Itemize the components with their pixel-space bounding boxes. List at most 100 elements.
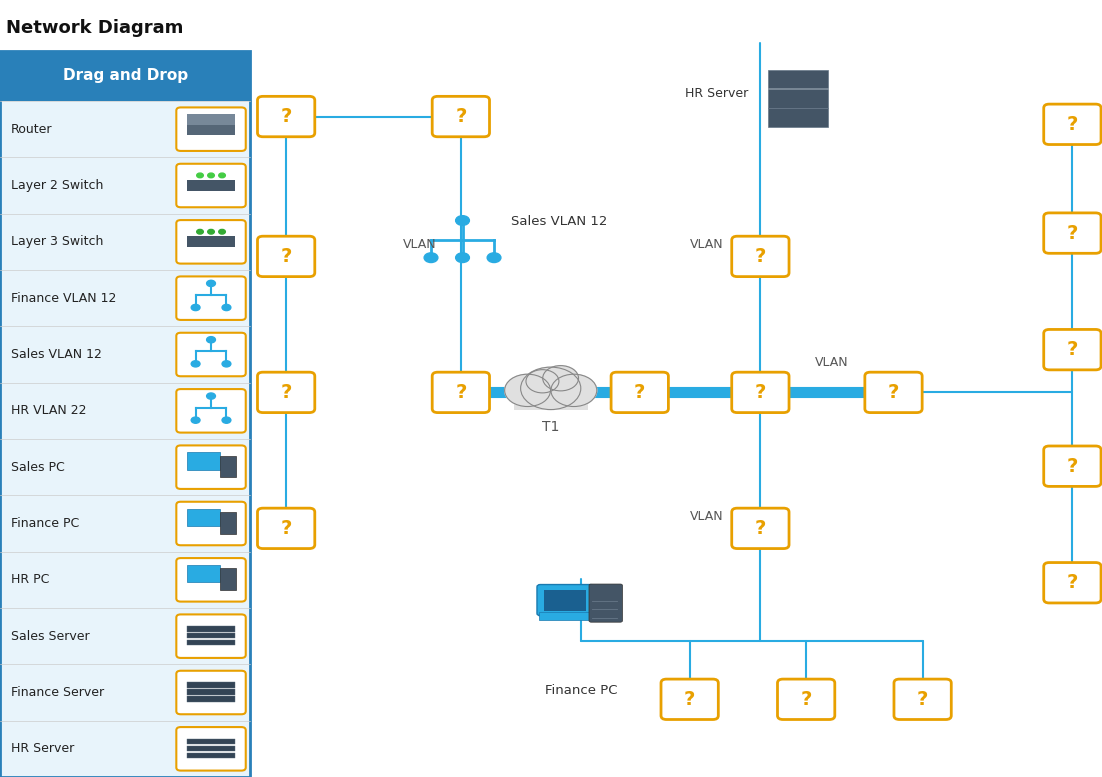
Text: ?: ?	[755, 519, 766, 538]
FancyBboxPatch shape	[432, 96, 489, 137]
FancyBboxPatch shape	[588, 584, 623, 622]
Circle shape	[551, 375, 597, 406]
Text: Finance PC: Finance PC	[545, 684, 618, 697]
FancyBboxPatch shape	[176, 727, 246, 771]
Text: VLAN: VLAN	[690, 510, 723, 523]
FancyBboxPatch shape	[768, 108, 828, 127]
Text: HR VLAN 22: HR VLAN 22	[11, 404, 87, 417]
FancyBboxPatch shape	[187, 509, 220, 526]
Circle shape	[223, 361, 231, 367]
Text: ?: ?	[1067, 224, 1078, 242]
FancyBboxPatch shape	[187, 739, 236, 744]
FancyBboxPatch shape	[0, 51, 250, 777]
FancyBboxPatch shape	[778, 679, 835, 720]
Circle shape	[505, 375, 551, 406]
FancyBboxPatch shape	[1044, 104, 1101, 145]
Text: ?: ?	[280, 383, 292, 402]
Circle shape	[207, 393, 216, 399]
Text: Sales VLAN 12: Sales VLAN 12	[510, 215, 607, 228]
Circle shape	[487, 253, 501, 263]
FancyBboxPatch shape	[544, 591, 586, 611]
Circle shape	[207, 280, 216, 287]
Circle shape	[223, 417, 231, 423]
Text: ?: ?	[800, 690, 812, 709]
FancyBboxPatch shape	[0, 51, 250, 101]
FancyBboxPatch shape	[732, 372, 789, 413]
Text: ?: ?	[280, 519, 292, 538]
Circle shape	[455, 216, 469, 225]
FancyBboxPatch shape	[537, 584, 593, 615]
FancyBboxPatch shape	[187, 180, 236, 191]
FancyBboxPatch shape	[258, 372, 315, 413]
FancyBboxPatch shape	[187, 452, 220, 469]
Text: Sales Server: Sales Server	[11, 629, 89, 643]
Circle shape	[207, 336, 216, 343]
Circle shape	[196, 229, 203, 234]
FancyBboxPatch shape	[176, 671, 246, 714]
Text: HR Server: HR Server	[11, 742, 74, 755]
FancyBboxPatch shape	[176, 445, 246, 489]
FancyBboxPatch shape	[187, 689, 236, 695]
FancyBboxPatch shape	[732, 236, 789, 277]
Text: Drag and Drop: Drag and Drop	[63, 68, 187, 83]
Text: Layer 3 Switch: Layer 3 Switch	[11, 235, 104, 249]
FancyBboxPatch shape	[187, 696, 236, 702]
FancyBboxPatch shape	[732, 508, 789, 549]
FancyBboxPatch shape	[661, 679, 719, 720]
Circle shape	[218, 229, 226, 234]
FancyBboxPatch shape	[865, 372, 922, 413]
Circle shape	[223, 305, 231, 311]
Circle shape	[455, 253, 469, 263]
FancyBboxPatch shape	[176, 164, 246, 207]
Circle shape	[192, 361, 199, 367]
Circle shape	[192, 417, 199, 423]
Circle shape	[520, 367, 581, 409]
FancyBboxPatch shape	[176, 558, 246, 601]
FancyBboxPatch shape	[176, 107, 246, 151]
Text: Layer 2 Switch: Layer 2 Switch	[11, 179, 104, 192]
Circle shape	[196, 173, 203, 178]
Text: Network Diagram: Network Diagram	[6, 19, 183, 37]
Circle shape	[207, 173, 215, 178]
Text: ?: ?	[280, 107, 292, 126]
Text: Router: Router	[11, 123, 53, 136]
Circle shape	[192, 305, 199, 311]
FancyBboxPatch shape	[187, 746, 236, 751]
Text: VLAN: VLAN	[690, 239, 723, 251]
FancyBboxPatch shape	[176, 333, 246, 376]
FancyBboxPatch shape	[176, 277, 246, 320]
Text: Finance PC: Finance PC	[11, 517, 79, 530]
Text: ?: ?	[755, 383, 766, 402]
FancyBboxPatch shape	[187, 626, 236, 632]
FancyBboxPatch shape	[220, 455, 236, 477]
Text: ?: ?	[1067, 115, 1078, 134]
FancyBboxPatch shape	[187, 682, 236, 688]
FancyBboxPatch shape	[1044, 563, 1101, 603]
FancyBboxPatch shape	[258, 96, 315, 137]
Circle shape	[526, 370, 559, 393]
Text: ?: ?	[888, 383, 899, 402]
Text: Finance Server: Finance Server	[11, 686, 105, 699]
FancyBboxPatch shape	[1044, 213, 1101, 253]
FancyBboxPatch shape	[514, 387, 587, 410]
Circle shape	[207, 229, 215, 234]
Text: VLAN: VLAN	[402, 239, 436, 251]
Text: ?: ?	[755, 247, 766, 266]
FancyBboxPatch shape	[176, 220, 246, 263]
FancyBboxPatch shape	[176, 389, 246, 433]
FancyBboxPatch shape	[1044, 329, 1101, 370]
Text: ?: ?	[684, 690, 695, 709]
FancyBboxPatch shape	[187, 114, 236, 124]
FancyBboxPatch shape	[432, 372, 489, 413]
FancyBboxPatch shape	[187, 125, 236, 135]
Text: Sales PC: Sales PC	[11, 461, 65, 474]
Text: ?: ?	[455, 383, 466, 402]
Circle shape	[218, 173, 226, 178]
FancyBboxPatch shape	[894, 679, 951, 720]
FancyBboxPatch shape	[258, 236, 315, 277]
Text: Finance VLAN 12: Finance VLAN 12	[11, 291, 117, 305]
FancyBboxPatch shape	[768, 89, 828, 108]
Text: ?: ?	[634, 383, 646, 402]
FancyBboxPatch shape	[187, 236, 236, 247]
Text: ?: ?	[280, 247, 292, 266]
